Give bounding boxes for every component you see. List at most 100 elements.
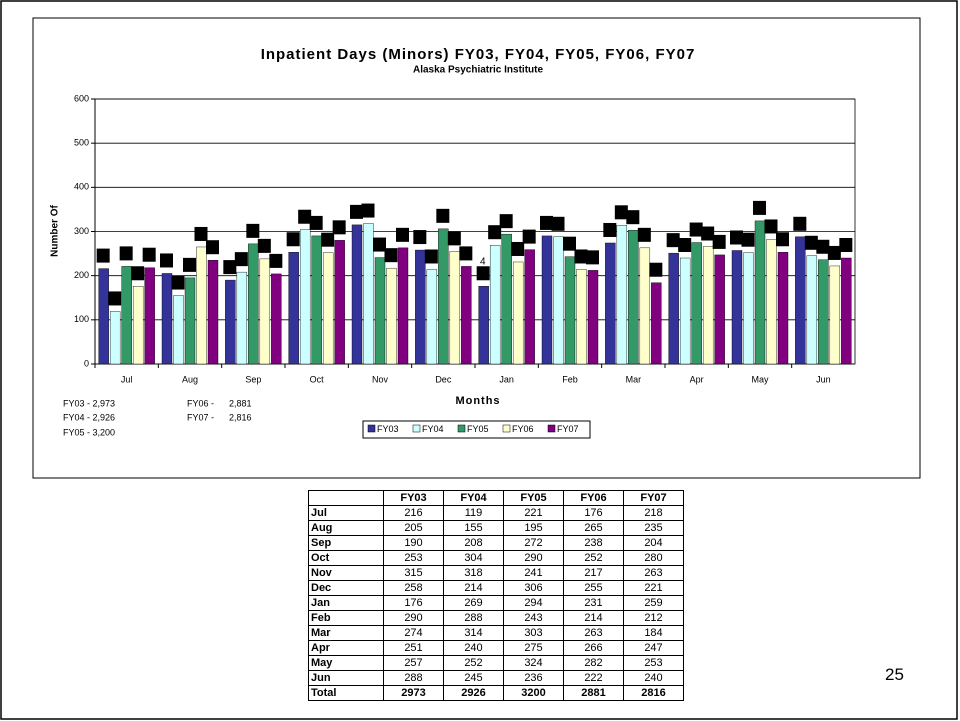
data-label-box	[511, 241, 525, 256]
legend-swatch	[367, 424, 376, 433]
table-cell: 3200	[503, 685, 564, 701]
data-label-box	[459, 246, 473, 261]
table-cell: 240	[623, 670, 684, 686]
bar	[806, 255, 818, 365]
bar	[616, 225, 628, 365]
table-cell: 2926	[443, 685, 504, 701]
bar	[628, 229, 639, 365]
data-label-box	[361, 203, 375, 218]
table-cell: 288	[443, 610, 504, 626]
x-tick-label: May	[751, 374, 769, 384]
table-row: Total 2973 2926 3200 2881 2816	[308, 685, 684, 701]
x-tick-label: Feb	[562, 374, 578, 384]
legend-swatch	[547, 424, 556, 433]
table-cell: 195	[503, 520, 564, 536]
bar	[668, 252, 679, 365]
legend-label: FY06	[512, 424, 534, 434]
table-cell: 266	[563, 640, 624, 656]
chart-title: Inpatient Days (Minors) FY03, FY04, FY05…	[261, 46, 696, 63]
bar	[334, 240, 345, 365]
data-label-box	[637, 227, 651, 242]
data-label-box	[804, 235, 818, 250]
y-tick-label: 400	[74, 182, 89, 192]
x-tick-label: Apr	[690, 374, 704, 384]
chart-frame	[32, 17, 921, 479]
table-cell: 235	[623, 520, 684, 536]
bar	[587, 270, 599, 365]
table-cell: 184	[623, 625, 684, 641]
legend-swatch	[412, 424, 421, 433]
x-tick-label: Oct	[310, 374, 325, 384]
data-label-box	[753, 200, 766, 215]
data-label-box	[332, 220, 346, 235]
bar	[397, 247, 409, 365]
bar	[524, 249, 535, 365]
table-cell: 247	[623, 640, 684, 656]
y-tick-label: 600	[74, 93, 89, 103]
bar	[363, 223, 374, 365]
table-cell: 269	[443, 595, 504, 611]
table-cell: Feb	[308, 610, 384, 626]
bar	[605, 242, 616, 365]
bar	[173, 295, 184, 365]
table-row: Sep 190 208 272 238 204	[308, 535, 684, 551]
y-axis-label: Number Of	[50, 204, 61, 256]
table-cell: 306	[503, 580, 564, 596]
note: FY06 - 2,881	[187, 398, 252, 408]
table-cell: 212	[623, 610, 684, 626]
data-label-box	[286, 232, 300, 247]
table-cell: 245	[443, 670, 504, 686]
table-cell: Sep	[308, 535, 384, 551]
data-label-box	[764, 219, 778, 234]
x-tick-label: Jan	[499, 374, 514, 384]
bar	[322, 252, 334, 365]
table-cell: FY04	[443, 490, 504, 506]
bar	[426, 269, 438, 365]
table-cell: 315	[383, 565, 444, 581]
table-cell: 265	[563, 520, 624, 536]
data-label-box	[309, 215, 323, 230]
data-label-box	[499, 214, 513, 229]
table-cell: 222	[563, 670, 624, 686]
bar	[818, 259, 829, 365]
bar	[679, 257, 691, 365]
data-label-box	[730, 230, 743, 245]
legend-label: FY03	[377, 424, 399, 434]
data-label-box	[839, 238, 853, 252]
bar	[121, 266, 132, 365]
bar	[777, 252, 789, 365]
table-row: Jan 176 269 294 231 259	[308, 595, 684, 611]
table-row: Oct 253 304 290 252 280	[308, 550, 684, 566]
y-tick-label: 100	[74, 314, 89, 324]
table-cell: 257	[383, 655, 444, 671]
data-label-box	[298, 209, 312, 224]
data-label-box	[586, 250, 599, 265]
bar	[795, 236, 806, 365]
table-cell: 253	[383, 550, 444, 566]
bar	[766, 239, 777, 365]
bar	[288, 252, 299, 365]
data-label-box	[666, 233, 680, 248]
y-tick-label: 500	[74, 138, 89, 148]
note: FY05 - 3,200	[63, 427, 115, 437]
bar	[196, 246, 207, 365]
table-cell: FY05	[503, 490, 564, 506]
table-cell: 255	[563, 580, 624, 596]
bar	[438, 228, 449, 365]
data-label-box	[689, 222, 703, 237]
bar	[714, 254, 725, 365]
data-label-box	[603, 222, 617, 237]
bar	[236, 271, 248, 365]
table-cell: 2973	[383, 685, 444, 701]
data-label-box	[257, 238, 271, 253]
data-label-box	[678, 238, 692, 252]
table-cell: 288	[383, 670, 444, 686]
table-cell: 294	[503, 595, 564, 611]
data-label-box	[741, 232, 755, 247]
y-tick-label: 0	[84, 358, 89, 368]
data-label-box	[96, 248, 110, 263]
bar	[311, 235, 322, 365]
x-tick-label: Sep	[245, 374, 261, 384]
bar	[351, 224, 363, 365]
